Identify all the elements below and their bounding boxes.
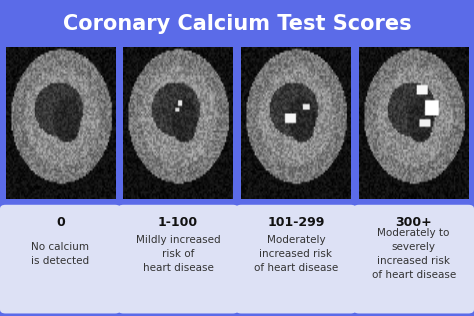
Text: Mildly increased
risk of
heart disease: Mildly increased risk of heart disease	[136, 235, 220, 273]
Text: Moderately to
severely
increased risk
of heart disease: Moderately to severely increased risk of…	[372, 228, 456, 280]
Text: No calcium
is detected: No calcium is detected	[31, 242, 90, 266]
Text: 101-299: 101-299	[267, 216, 325, 229]
Text: Coronary Calcium Test Scores: Coronary Calcium Test Scores	[63, 14, 411, 34]
Text: 1-100: 1-100	[158, 216, 198, 229]
Text: 300+: 300+	[395, 216, 432, 229]
FancyBboxPatch shape	[236, 205, 356, 313]
FancyBboxPatch shape	[118, 205, 238, 313]
FancyBboxPatch shape	[353, 205, 474, 313]
Text: 0: 0	[56, 216, 64, 229]
FancyBboxPatch shape	[0, 205, 120, 313]
Text: Moderately
increased risk
of heart disease: Moderately increased risk of heart disea…	[254, 235, 338, 273]
